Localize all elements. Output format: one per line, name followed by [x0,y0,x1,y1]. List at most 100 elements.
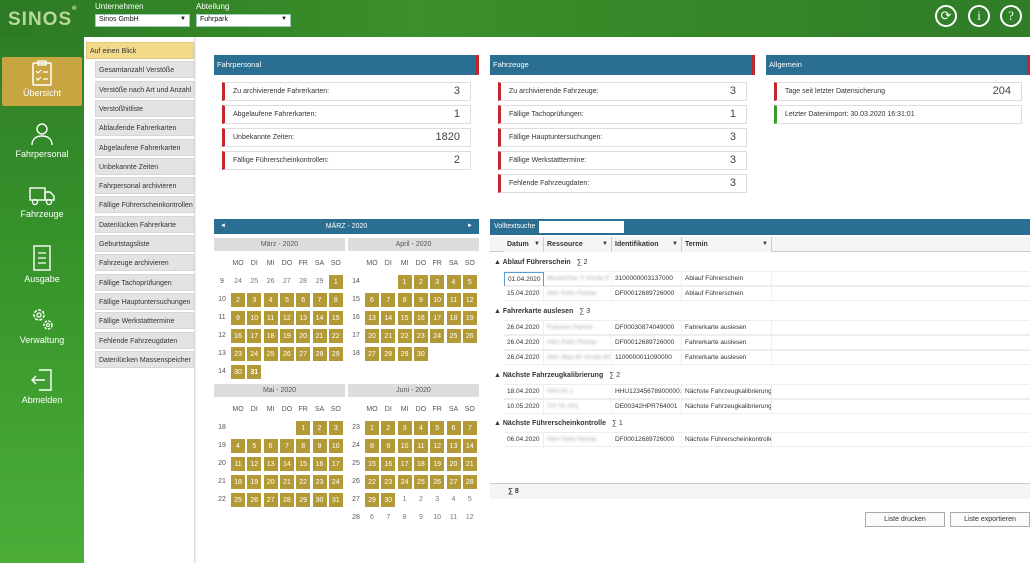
calendar-day[interactable]: 13 [262,456,279,472]
column-header[interactable]: Ressource ▼ [544,237,612,252]
table-row[interactable]: 26.04.2020 Herr Felix Florian DF0001268972… [504,334,1030,351]
calendar-day[interactable]: 18 [262,328,279,344]
calendar-day[interactable]: 12 [246,456,263,472]
submenu-item[interactable]: Verstoßhitliste [95,99,194,117]
calendar-day[interactable]: 13 [295,310,312,326]
calendar-day[interactable]: 20 [295,328,312,344]
export-list-button[interactable]: Liste exportieren [950,512,1030,527]
next-month-icon[interactable]: ► [467,223,473,229]
calendar-day[interactable]: 30 [380,492,397,508]
stat-row[interactable]: Fehlende Fahrzeugdaten: 3 [498,174,747,193]
table-row[interactable]: 10.05.2020 TH TE 001 DE00342HPR764001 Nächs… [504,398,1030,415]
calendar-day[interactable]: 11 [262,310,279,326]
calendar-day[interactable]: 5 [461,274,478,290]
nav-verwaltung[interactable]: Verwaltung [0,305,84,345]
calendar-day[interactable]: 22 [327,328,344,344]
calendar-day[interactable]: 10 [327,438,344,454]
calendar-day[interactable]: 26 [429,474,446,490]
calendar-day[interactable]: 13 [445,438,462,454]
calendar-day[interactable]: 18 [412,456,429,472]
calendar-day[interactable]: 27 [282,278,291,285]
calendar-day[interactable]: 6 [262,438,279,454]
calendar-day[interactable]: 6 [295,292,312,308]
table-row[interactable]: 26.04.2020 Frauvon Patrick DF0003087404900… [504,319,1030,336]
submenu-item[interactable]: Verstöße nach Art und Anzahl [95,80,194,98]
calendar-day[interactable]: 23 [412,328,429,344]
calendar-day[interactable]: 21 [311,328,328,344]
calendar-day[interactable]: 12 [429,438,446,454]
stat-row[interactable]: Zu archivierende Fahrzeuge: 3 [498,82,747,101]
calendar-day[interactable]: 19 [278,328,295,344]
calendar-day[interactable]: 17 [246,328,263,344]
calendar-day[interactable]: 9 [418,514,423,521]
calendar-day[interactable]: 2 [380,420,397,436]
calendar-day[interactable]: 1 [364,420,380,436]
calendar-day[interactable]: 15 [396,310,413,326]
calendar-day[interactable]: 23 [380,474,397,490]
collapse-icon[interactable]: ▲ [494,259,503,266]
submenu-item[interactable]: Datenlücken Fahrerkarte [95,215,194,233]
calendar-day[interactable]: 26 [246,492,263,508]
calendar-day[interactable]: 4 [412,420,429,436]
submenu-item[interactable]: Fällige Führerscheinkontrollen [95,196,194,214]
calendar-day[interactable]: 26 [461,328,478,344]
calendar-day[interactable]: 28 [299,278,308,285]
submenu-item[interactable]: Fahrpersonal archivieren [95,177,194,195]
calendar-day[interactable]: 24 [327,474,344,490]
calendar-day[interactable]: 25 [250,278,259,285]
calendar-day[interactable]: 14 [278,456,295,472]
calendar-day[interactable]: 30 [230,364,246,380]
calendar-day[interactable]: 16 [412,310,429,326]
calendar-day[interactable]: 27 [295,346,312,362]
calendar-day[interactable]: 16 [230,328,246,344]
calendar-day[interactable]: 22 [396,328,413,344]
calendar-day[interactable]: 17 [396,456,413,472]
calendar-day[interactable]: 11 [445,292,462,308]
calendar-day[interactable]: 11 [412,438,429,454]
calendar-day[interactable]: 20 [364,328,380,344]
submenu-item[interactable]: Gesamtanzahl Verstöße [95,61,194,79]
calendar-day[interactable]: 15 [364,456,380,472]
calendar-day[interactable]: 10 [396,438,413,454]
calendar-day[interactable]: 17 [327,456,344,472]
abteilung-select[interactable]: Fuhrpark ▼ [196,14,291,27]
submenu-item[interactable]: Fällige Tachoprüfungen [95,273,194,291]
calendar-day[interactable]: 14 [461,438,478,454]
calendar-day[interactable]: 24 [234,278,242,285]
submenu-item[interactable]: Auf einen Blick [86,42,194,59]
calendar-day[interactable]: 28 [278,492,295,508]
calendar-day[interactable]: 8 [402,514,407,521]
calendar-day[interactable]: 5 [278,292,295,308]
calendar-day[interactable]: 21 [278,474,295,490]
calendar-day[interactable]: 7 [311,292,328,308]
submenu-item[interactable]: Geburtstagsliste [95,235,194,252]
calendar-day[interactable]: 10 [246,310,263,326]
calendar-day[interactable]: 12 [278,310,295,326]
calendar-day[interactable]: 7 [278,438,295,454]
calendar-day[interactable]: 4 [262,292,279,308]
calendar-day[interactable]: 12 [461,292,478,308]
calendar-day[interactable]: 30 [412,346,429,362]
calendar-day[interactable]: 19 [246,474,263,490]
calendar-day[interactable]: 9 [311,438,328,454]
calendar-day[interactable]: 19 [461,310,478,326]
nav-fahrpersonal[interactable]: Fahrpersonal [0,121,84,159]
table-row[interactable]: 18.04.2020 HH-UX 1 HHU123456789000001 Nächs… [504,383,1030,400]
calendar-day[interactable]: 3 [429,274,446,290]
calendar-day[interactable]: 11 [449,514,458,521]
search-input[interactable] [539,221,624,233]
calendar-day[interactable]: 25 [412,474,429,490]
calendar-day[interactable]: 23 [311,474,328,490]
calendar-day[interactable]: 1 [327,274,344,290]
calendar-day[interactable]: 3 [396,420,413,436]
calendar-day[interactable]: 29 [295,492,312,508]
column-header[interactable]: Identifikation ▼ [612,237,682,252]
calendar-day[interactable]: 2 [412,274,429,290]
calendar-day[interactable]: 8 [396,292,413,308]
prev-month-icon[interactable]: ◄ [220,223,226,229]
calendar-day[interactable]: 28 [380,346,397,362]
filter-icon[interactable]: ▼ [534,241,540,247]
calendar-day[interactable]: 7 [380,292,397,308]
calendar-day[interactable]: 8 [364,438,380,454]
calendar-day[interactable]: 25 [262,346,279,362]
